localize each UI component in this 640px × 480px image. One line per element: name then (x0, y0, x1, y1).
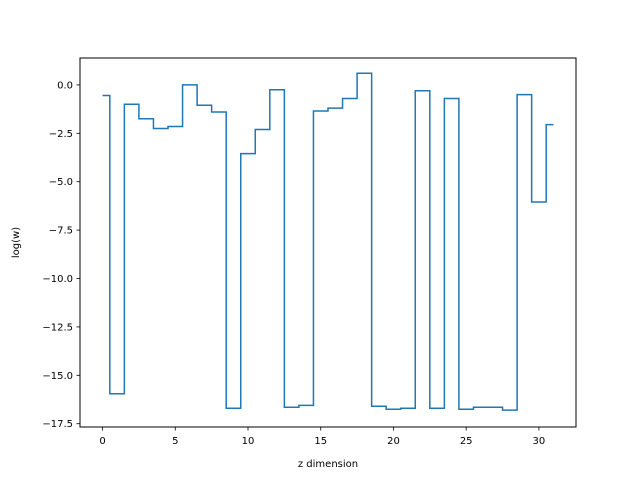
x-tick-label: 25 (460, 436, 473, 447)
y-tick-label: −7.5 (49, 226, 73, 237)
series-line (102, 72, 554, 411)
y-tick-label: 0.0 (57, 80, 73, 91)
y-tick-label: −10.0 (42, 274, 73, 285)
plot-area (102, 72, 554, 411)
x-tick-label: 10 (242, 436, 255, 447)
y-tick-label: −15.0 (42, 371, 73, 382)
y-axis-ticks: 0.0 −2.5 −5.0 −7.5 −10.0 −12.5 −15.0 −17.5 (42, 80, 80, 430)
x-axis-ticks: 0 5 10 15 20 25 30 (99, 427, 545, 447)
x-tick-label: 15 (314, 436, 327, 447)
x-tick-label: 20 (387, 436, 400, 447)
axes-frame (79, 57, 577, 428)
y-axis-label: log(w) (11, 227, 22, 258)
y-tick-label: −17.5 (42, 419, 73, 430)
y-tick-label: −5.0 (49, 177, 73, 188)
x-tick-label: 5 (172, 436, 178, 447)
y-tick-label: −12.5 (42, 322, 73, 333)
x-axis-label: z dimension (298, 459, 358, 470)
y-tick-label: −2.5 (49, 129, 73, 140)
x-tick-label: 30 (533, 436, 546, 447)
x-tick-label: 0 (99, 436, 105, 447)
